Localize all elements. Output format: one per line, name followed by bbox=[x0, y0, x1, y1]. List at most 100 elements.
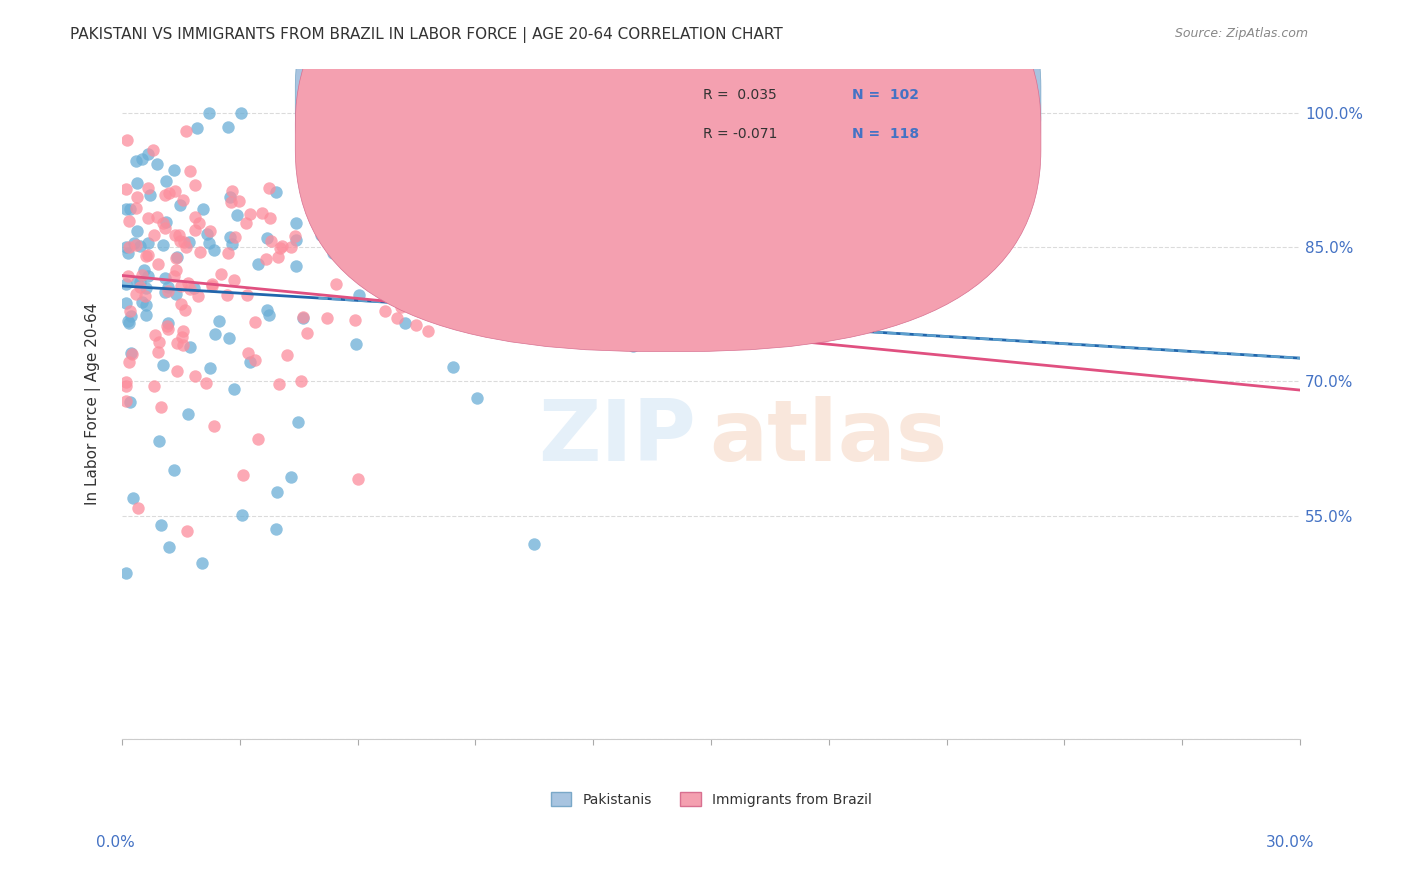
Point bbox=[280, 239, 302, 253]
Point bbox=[284, 259, 307, 273]
Point bbox=[117, 269, 139, 284]
Point bbox=[125, 238, 148, 252]
Point bbox=[148, 257, 170, 271]
Point bbox=[385, 310, 408, 325]
Point bbox=[170, 279, 193, 293]
Point bbox=[118, 303, 141, 318]
Point bbox=[157, 280, 180, 294]
Point bbox=[131, 268, 153, 282]
Point bbox=[191, 202, 214, 217]
Point bbox=[221, 236, 243, 251]
Point bbox=[368, 193, 391, 207]
Point bbox=[117, 314, 139, 328]
Point bbox=[221, 184, 243, 198]
Point bbox=[177, 276, 200, 290]
Text: 30.0%: 30.0% bbox=[1267, 836, 1315, 850]
Point bbox=[222, 382, 245, 396]
Text: N =  118: N = 118 bbox=[852, 127, 920, 141]
Point bbox=[256, 231, 278, 245]
Point bbox=[125, 190, 148, 204]
Point bbox=[117, 133, 139, 147]
Point bbox=[264, 185, 287, 199]
Point bbox=[122, 491, 145, 505]
Point bbox=[117, 245, 139, 260]
Point bbox=[287, 415, 309, 429]
Point bbox=[231, 508, 253, 522]
Point bbox=[440, 310, 463, 325]
Point bbox=[135, 249, 157, 263]
Point bbox=[374, 304, 396, 318]
Point bbox=[165, 286, 187, 301]
Point bbox=[508, 244, 530, 258]
Point bbox=[259, 211, 281, 226]
Point bbox=[138, 268, 160, 283]
Point bbox=[285, 216, 308, 230]
Point bbox=[120, 346, 142, 360]
Point bbox=[389, 300, 412, 314]
Point bbox=[226, 208, 249, 222]
Point bbox=[315, 310, 337, 325]
Point bbox=[292, 310, 315, 325]
Point bbox=[309, 228, 332, 243]
Point bbox=[201, 278, 224, 293]
Point bbox=[254, 252, 277, 266]
Point bbox=[346, 267, 368, 281]
Point bbox=[118, 214, 141, 228]
Point bbox=[124, 287, 146, 301]
Point bbox=[118, 316, 141, 330]
Legend: Pakistanis, Immigrants from Brazil: Pakistanis, Immigrants from Brazil bbox=[546, 787, 877, 813]
Point bbox=[115, 394, 138, 409]
Point bbox=[198, 360, 221, 375]
Point bbox=[218, 229, 240, 244]
Point bbox=[179, 340, 201, 354]
FancyBboxPatch shape bbox=[623, 69, 1035, 166]
Point bbox=[156, 322, 179, 336]
Point bbox=[325, 277, 347, 291]
Point bbox=[138, 181, 160, 195]
Point bbox=[441, 360, 464, 375]
Point bbox=[115, 182, 138, 196]
Point bbox=[200, 224, 222, 238]
Point bbox=[284, 233, 307, 247]
Point bbox=[118, 202, 141, 216]
Point bbox=[235, 216, 257, 230]
Point bbox=[146, 210, 169, 224]
Point bbox=[217, 288, 239, 302]
Point bbox=[347, 288, 370, 302]
Point bbox=[136, 236, 159, 251]
Y-axis label: In Labor Force | Age 20-64: In Labor Force | Age 20-64 bbox=[86, 302, 101, 505]
Point bbox=[157, 186, 180, 200]
Point bbox=[202, 243, 225, 257]
Point bbox=[149, 400, 172, 414]
Point bbox=[135, 298, 157, 312]
Point bbox=[155, 215, 177, 229]
Point bbox=[218, 331, 240, 345]
Point bbox=[184, 222, 207, 236]
Point bbox=[156, 319, 179, 334]
Point bbox=[284, 228, 307, 243]
Point bbox=[142, 144, 165, 158]
Point bbox=[157, 316, 180, 330]
Point bbox=[163, 227, 186, 242]
Point bbox=[115, 375, 138, 389]
Point bbox=[461, 251, 484, 265]
Text: Source: ZipAtlas.com: Source: ZipAtlas.com bbox=[1174, 27, 1308, 40]
Point bbox=[134, 263, 156, 277]
Point bbox=[172, 338, 194, 352]
Point bbox=[184, 178, 207, 192]
Point bbox=[173, 235, 195, 249]
Point bbox=[394, 316, 416, 330]
Point bbox=[621, 339, 644, 353]
Point bbox=[155, 174, 177, 188]
Point bbox=[228, 194, 250, 209]
Point bbox=[174, 239, 197, 253]
Point bbox=[134, 289, 156, 303]
Point bbox=[120, 309, 142, 323]
Point bbox=[271, 239, 294, 253]
Point bbox=[118, 355, 141, 369]
Point bbox=[297, 326, 319, 341]
Point bbox=[118, 240, 141, 254]
Point bbox=[197, 106, 219, 120]
Point bbox=[201, 277, 224, 291]
Point bbox=[280, 469, 302, 483]
